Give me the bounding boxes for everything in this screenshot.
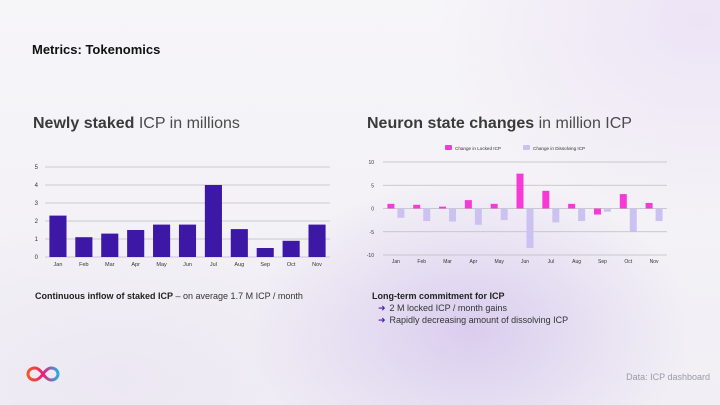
locked-bar bbox=[516, 173, 524, 209]
x-tick-label: Jul bbox=[548, 259, 554, 265]
arrow-right-icon: ➜ bbox=[378, 303, 386, 313]
legend-label: Change in Dissolving ICP bbox=[533, 146, 585, 151]
y-tick-label: 0 bbox=[371, 207, 374, 213]
dissolving-bar bbox=[423, 208, 431, 222]
arrow-right-icon: ➜ bbox=[378, 315, 386, 325]
x-tick-label: Oct bbox=[624, 259, 632, 265]
newly-staked-heading-rest: ICP in millions bbox=[138, 115, 240, 132]
bar bbox=[153, 224, 171, 257]
legend-label: Change in Locked ICP bbox=[455, 146, 501, 151]
x-tick-label: Aug bbox=[234, 262, 244, 268]
x-tick-label: Apr bbox=[131, 262, 140, 268]
dissolving-bar bbox=[552, 208, 560, 223]
dissolving-bar bbox=[526, 208, 534, 249]
x-tick-label: Jun bbox=[183, 262, 192, 268]
dissolving-bar bbox=[603, 208, 611, 212]
legend-swatch bbox=[445, 145, 452, 150]
x-tick-label: Nov bbox=[312, 262, 322, 268]
bar bbox=[204, 185, 222, 257]
bar bbox=[230, 229, 248, 257]
x-tick-label: May bbox=[156, 262, 167, 268]
x-tick-label: Jan bbox=[54, 262, 63, 268]
bar bbox=[75, 237, 93, 257]
locked-bar bbox=[568, 203, 576, 209]
y-tick-label: -5 bbox=[370, 230, 375, 236]
bar bbox=[49, 215, 67, 257]
bar bbox=[256, 248, 274, 257]
x-tick-label: May bbox=[494, 259, 504, 265]
locked-bar bbox=[619, 194, 627, 209]
x-tick-label: Mar bbox=[443, 259, 452, 265]
bullet-item: ➜ Rapidly decreasing amount of dissolving… bbox=[378, 315, 568, 326]
locked-bar bbox=[413, 204, 421, 209]
x-tick-label: Jan bbox=[392, 259, 400, 265]
y-tick-label: -10 bbox=[367, 253, 374, 259]
y-tick-label: 10 bbox=[368, 160, 374, 166]
locked-bar bbox=[542, 190, 550, 209]
neuron-changes-heading: Neuron state changes in million ICP bbox=[367, 115, 632, 133]
dissolving-bar bbox=[474, 208, 482, 225]
x-tick-label: Sep bbox=[598, 259, 607, 265]
y-tick-label: 4 bbox=[35, 183, 39, 189]
bar bbox=[282, 240, 300, 257]
locked-bar bbox=[439, 206, 447, 209]
y-tick-label: 5 bbox=[35, 165, 39, 171]
neuron-changes-caption: Long-term commitment for ICP bbox=[372, 291, 505, 301]
y-tick-label: 3 bbox=[35, 201, 39, 207]
newly-staked-heading-bold: Newly staked bbox=[33, 115, 135, 132]
y-tick-label: 1 bbox=[35, 237, 39, 243]
locked-bar bbox=[645, 202, 653, 209]
dissolving-bar bbox=[449, 208, 457, 222]
x-tick-label: Apr bbox=[469, 259, 477, 265]
newly-staked-caption: Continuous inflow of staked ICP – on ave… bbox=[35, 291, 303, 301]
bullet-text: 2 M locked ICP / month gains bbox=[389, 303, 507, 313]
bar bbox=[308, 224, 326, 257]
x-tick-label: Jun bbox=[521, 259, 529, 265]
y-tick-label: 5 bbox=[371, 183, 374, 189]
bullet-text: Rapidly decreasing amount of dissolving … bbox=[389, 315, 569, 325]
legend-swatch bbox=[523, 145, 530, 150]
dissolving-bar bbox=[397, 208, 405, 218]
y-tick-label: 0 bbox=[35, 255, 39, 261]
neuron-changes-heading-rest: in million ICP bbox=[538, 115, 632, 132]
bar bbox=[178, 224, 197, 257]
slide-title: Metrics: Tokenomics bbox=[32, 42, 161, 57]
x-tick-label: Oct bbox=[287, 262, 296, 268]
newly-staked-caption-bold: Continuous inflow of staked ICP bbox=[35, 291, 173, 301]
x-tick-label: Jul bbox=[210, 262, 217, 268]
x-tick-label: Aug bbox=[572, 259, 581, 265]
locked-bar bbox=[464, 200, 472, 209]
newly-staked-heading: Newly staked ICP in millions bbox=[33, 115, 240, 133]
newly-staked-caption-rest: – on average 1.7 M ICP / month bbox=[175, 291, 303, 301]
y-tick-label: 2 bbox=[35, 219, 39, 225]
locked-bar bbox=[593, 208, 601, 215]
neuron-changes-heading-bold: Neuron state changes bbox=[367, 115, 535, 132]
x-tick-label: Feb bbox=[79, 262, 88, 268]
data-source-note: Data: ICP dashboard bbox=[626, 372, 710, 382]
dissolving-bar bbox=[500, 208, 508, 221]
dissolving-bar bbox=[655, 208, 663, 222]
x-tick-label: Feb bbox=[417, 259, 426, 265]
locked-bar bbox=[387, 203, 395, 209]
infinity-logo-icon bbox=[26, 366, 60, 382]
x-tick-label: Nov bbox=[650, 259, 659, 265]
bar bbox=[101, 233, 119, 257]
bar bbox=[127, 230, 145, 257]
x-tick-label: Mar bbox=[105, 262, 115, 268]
x-tick-label: Sep bbox=[260, 262, 270, 268]
neuron-changes-caption-bold: Long-term commitment for ICP bbox=[372, 291, 505, 301]
dissolving-bar bbox=[578, 208, 586, 222]
dissolving-bar bbox=[629, 208, 637, 232]
locked-bar bbox=[490, 203, 498, 209]
bullet-item: ➜ 2 M locked ICP / month gains bbox=[378, 303, 507, 314]
